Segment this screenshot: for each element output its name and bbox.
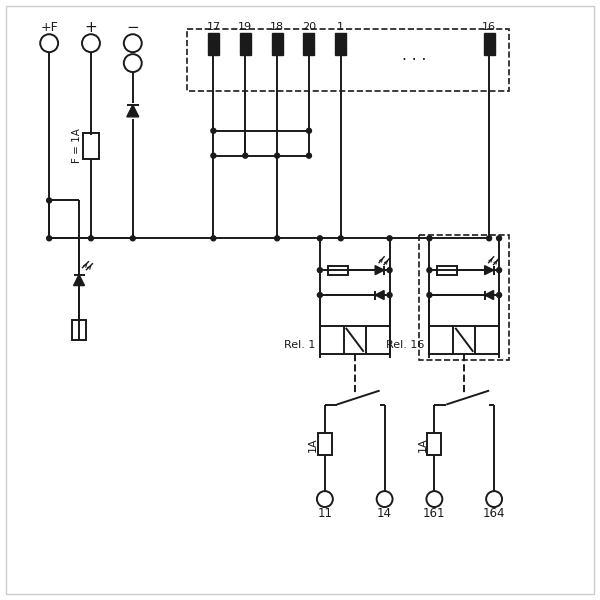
Text: Rel. 1: Rel. 1 [284, 340, 315, 350]
Text: 17: 17 [206, 22, 220, 32]
Polygon shape [485, 266, 494, 275]
Circle shape [427, 236, 432, 241]
Text: 11: 11 [317, 506, 332, 520]
Bar [187, 29, 509, 91]
Circle shape [387, 268, 392, 272]
Text: · · ·: · · · [402, 53, 427, 68]
Circle shape [497, 268, 502, 272]
Text: 1: 1 [337, 22, 344, 32]
Circle shape [487, 236, 491, 241]
Text: 14: 14 [377, 506, 392, 520]
Bar [419, 235, 509, 360]
Circle shape [387, 293, 392, 298]
Circle shape [427, 293, 432, 298]
Circle shape [211, 153, 216, 158]
Circle shape [211, 236, 216, 241]
Circle shape [317, 293, 322, 298]
Polygon shape [127, 105, 139, 117]
Text: 20: 20 [302, 22, 316, 32]
Circle shape [275, 153, 280, 158]
Text: 18: 18 [270, 22, 284, 32]
Text: −: − [127, 20, 139, 35]
Circle shape [338, 236, 343, 241]
Circle shape [317, 236, 322, 241]
Bar [484, 33, 494, 55]
Text: +F: +F [40, 21, 58, 34]
Circle shape [275, 236, 280, 241]
Text: F = 1A: F = 1A [72, 128, 82, 163]
Circle shape [497, 236, 502, 241]
Polygon shape [375, 290, 384, 299]
Circle shape [88, 236, 94, 241]
Text: Rel. 16: Rel. 16 [386, 340, 424, 350]
Bar [240, 33, 251, 55]
Circle shape [387, 236, 392, 241]
Circle shape [130, 236, 135, 241]
Polygon shape [485, 290, 494, 299]
Circle shape [497, 293, 502, 298]
Bar [272, 33, 283, 55]
Bar [335, 33, 346, 55]
Bar [304, 33, 314, 55]
Circle shape [307, 153, 311, 158]
Circle shape [47, 198, 52, 203]
Circle shape [243, 153, 248, 158]
Text: 19: 19 [238, 22, 253, 32]
Text: 16: 16 [482, 22, 496, 32]
Circle shape [317, 268, 322, 272]
Circle shape [427, 268, 432, 272]
Text: 161: 161 [423, 506, 446, 520]
Circle shape [211, 128, 216, 133]
Text: 164: 164 [483, 506, 505, 520]
Circle shape [307, 128, 311, 133]
Text: 1A: 1A [308, 437, 318, 452]
Polygon shape [74, 275, 85, 286]
Circle shape [47, 236, 52, 241]
Text: +: + [85, 20, 97, 35]
Text: 1A: 1A [418, 437, 427, 452]
Bar [208, 33, 219, 55]
Polygon shape [375, 266, 384, 275]
